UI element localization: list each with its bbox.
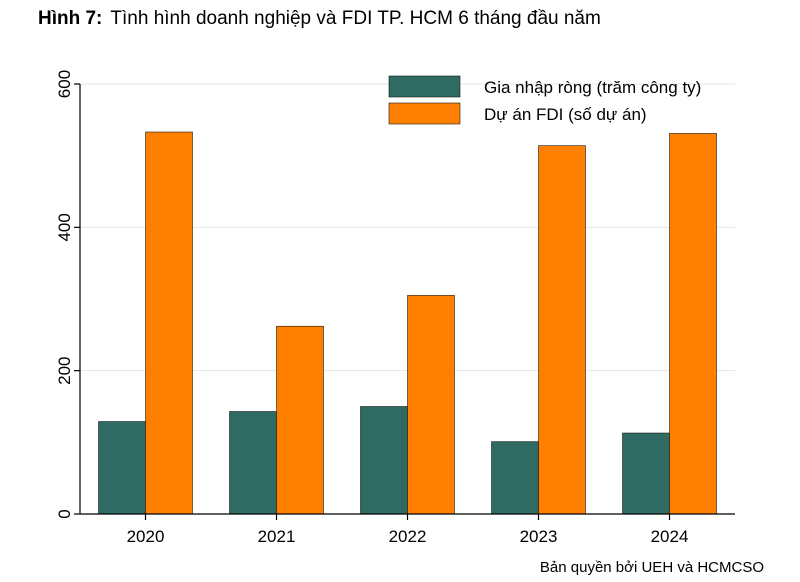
bar-net-entry-2020: [98, 421, 146, 515]
legend-swatch: [388, 75, 461, 98]
figure-label: Hình 7:: [38, 8, 103, 29]
y-tick-label: 200: [55, 356, 74, 384]
legend: Gia nhập ròng (trăm công ty) Dự án FDI (s…: [388, 75, 701, 125]
y-tick-label: 400: [55, 213, 74, 241]
bar-net-entry-2024: [622, 432, 670, 515]
x-tick-label: 2023: [520, 527, 558, 546]
x-tick-label: 2024: [651, 527, 689, 546]
bar-fdi-projects-2023: [538, 145, 586, 515]
x-axis-ticks: 2020 2021 2022 2023 2024: [127, 514, 689, 546]
bar-net-entry-2021: [229, 411, 277, 515]
bar-fdi-projects-2021: [276, 325, 324, 515]
x-tick-label: 2022: [389, 527, 427, 546]
copyright-note: Bản quyền bởi UEH và HCMCSO: [539, 559, 764, 576]
bar-net-entry-2022: [360, 406, 408, 515]
bars: [98, 131, 717, 515]
figure-title: Tình hình doanh nghiệp và FDI TP. HCM 6 …: [110, 8, 601, 29]
legend-label: Dự án FDI (số dự án): [484, 105, 647, 124]
x-tick-label: 2020: [127, 527, 165, 546]
bar-fdi-projects-2020: [145, 131, 193, 515]
y-axis-ticks: 0 200 400 600: [55, 70, 80, 519]
y-tick-label: 600: [55, 70, 74, 98]
legend-swatch: [388, 102, 461, 125]
y-tick-label: 0: [55, 509, 74, 518]
chart-title: Hình 7: Tình hình doanh nghiệp và FDI TP.…: [38, 8, 601, 30]
legend-label: Gia nhập ròng (trăm công ty): [484, 78, 701, 97]
bar-fdi-projects-2022: [407, 295, 455, 515]
bar-fdi-projects-2024: [669, 133, 717, 515]
x-tick-label: 2021: [258, 527, 296, 546]
bar-net-entry-2023: [491, 441, 539, 515]
